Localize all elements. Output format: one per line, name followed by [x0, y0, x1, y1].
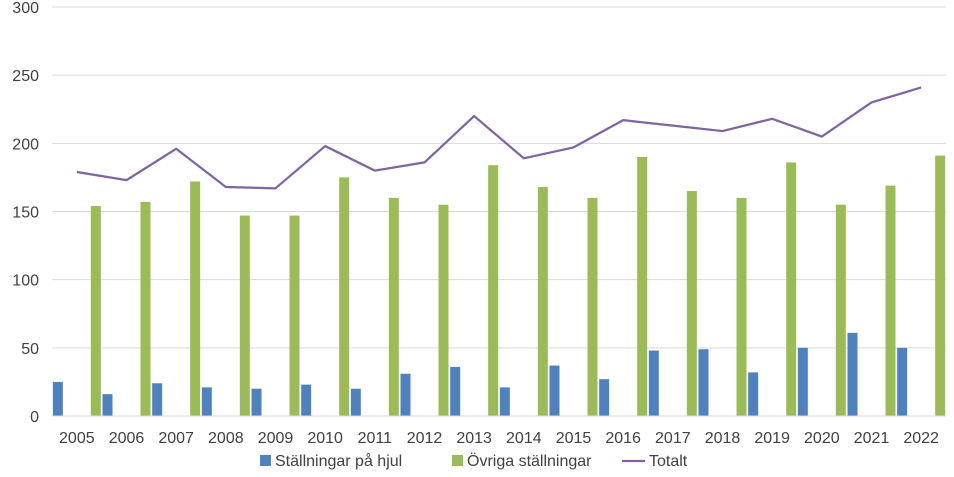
bar-stallningar-pa-hjul-2008 — [201, 387, 212, 416]
bar-stallningar-pa-hjul-2006 — [102, 394, 113, 416]
y-tick-label: 200 — [12, 136, 39, 153]
x-tick-label-2006: 2006 — [109, 430, 145, 447]
x-tick-label-2021: 2021 — [854, 430, 890, 447]
x-tick-label-2019: 2019 — [754, 430, 790, 447]
bar-stallningar-pa-hjul-2021 — [847, 332, 858, 416]
bar-stallningar-pa-hjul-2020 — [797, 347, 808, 416]
bar-ovriga-stallningar-2006 — [140, 201, 151, 416]
x-tick-label-2005: 2005 — [59, 430, 95, 447]
line-totalt — [76, 86, 922, 190]
x-tick-label-2013: 2013 — [456, 430, 492, 447]
total-line — [76, 86, 922, 190]
y-tick-label: 100 — [12, 273, 39, 290]
y-tick-label: 150 — [12, 205, 39, 222]
y-tick-label: 50 — [21, 341, 39, 358]
bar-stallningar-pa-hjul-2011 — [350, 388, 361, 416]
gridlines — [52, 6, 946, 349]
legend: Ställningar på hjul Övriga ställningar Tot… — [260, 452, 688, 470]
bar-ovriga-stallningar-2012 — [438, 204, 449, 416]
bar-ovriga-stallningar-2016 — [637, 156, 648, 416]
x-tick-label-2012: 2012 — [407, 430, 443, 447]
x-tick-label-2018: 2018 — [705, 430, 741, 447]
bar-stallningar-pa-hjul-2010 — [301, 384, 312, 416]
x-tick-label-2014: 2014 — [506, 430, 542, 447]
bar-ovriga-stallningar-2005 — [90, 206, 101, 416]
bar-stallningar-pa-hjul-2019 — [748, 372, 759, 416]
x-tick-label-2008: 2008 — [208, 430, 244, 447]
bars — [52, 155, 946, 416]
bar-stallningar-pa-hjul-2012 — [400, 373, 411, 416]
legend-swatch — [452, 455, 463, 466]
bar-ovriga-stallningar-2008 — [239, 215, 250, 416]
legend-label: Ställningar på hjul — [275, 452, 402, 470]
bar-ovriga-stallningar-2011 — [388, 197, 399, 416]
x-tick-label-2017: 2017 — [655, 430, 691, 447]
y-tick-label: 300 — [12, 0, 39, 17]
y-tick-label: 0 — [30, 409, 39, 426]
bar-stallningar-pa-hjul-2009 — [251, 388, 262, 416]
bar-ovriga-stallningar-2009 — [289, 215, 300, 416]
legend-swatch — [260, 455, 271, 466]
bar-ovriga-stallningar-2007 — [190, 181, 201, 416]
bar-ovriga-stallningar-2022 — [935, 155, 946, 416]
bar-stallningar-pa-hjul-2014 — [499, 387, 510, 416]
bar-ovriga-stallningar-2019 — [786, 162, 797, 416]
x-axis: 2005 2006 2007 2008 2009 2010 2011 2012 2013 2014… — [52, 415, 946, 447]
bar-ovriga-stallningar-2021 — [885, 185, 896, 416]
x-tick-label-2016: 2016 — [605, 430, 641, 447]
bar-stallningar-pa-hjul-2015 — [549, 365, 560, 416]
bar-ovriga-stallningar-2015 — [587, 197, 598, 416]
bar-stallningar-pa-hjul-2018 — [698, 349, 709, 416]
legend-label: Övriga ställningar — [467, 452, 592, 470]
bar-stallningar-pa-hjul-2013 — [450, 366, 461, 416]
legend-label: Totalt — [649, 453, 688, 470]
bar-stallningar-pa-hjul-2007 — [152, 383, 163, 416]
bar-stallningar-pa-hjul-2022 — [897, 347, 908, 416]
x-tick-label-2011: 2011 — [358, 430, 393, 447]
x-tick-label-2010: 2010 — [307, 430, 343, 447]
x-tick-label-2022: 2022 — [903, 430, 939, 447]
bar-stallningar-pa-hjul-2016 — [599, 379, 610, 416]
y-axis-ticks: 0 50 100 150 200 250 300 — [12, 0, 39, 426]
y-tick-label: 250 — [12, 68, 39, 85]
bar-ovriga-stallningar-2010 — [339, 177, 350, 416]
x-tick-label-2015: 2015 — [556, 430, 592, 447]
bar-stallningar-pa-hjul-2017 — [648, 350, 659, 416]
bar-ovriga-stallningar-2013 — [488, 165, 499, 416]
x-tick-label-2007: 2007 — [158, 430, 194, 447]
bar-ovriga-stallningar-2017 — [686, 191, 697, 416]
x-tick-label-2009: 2009 — [258, 430, 294, 447]
bar-ovriga-stallningar-2020 — [835, 204, 846, 416]
x-tick-label-2020: 2020 — [804, 430, 840, 447]
bar-stallningar-pa-hjul-2005 — [52, 381, 63, 416]
bar-ovriga-stallningar-2018 — [736, 197, 747, 416]
bar-ovriga-stallningar-2014 — [537, 186, 548, 416]
